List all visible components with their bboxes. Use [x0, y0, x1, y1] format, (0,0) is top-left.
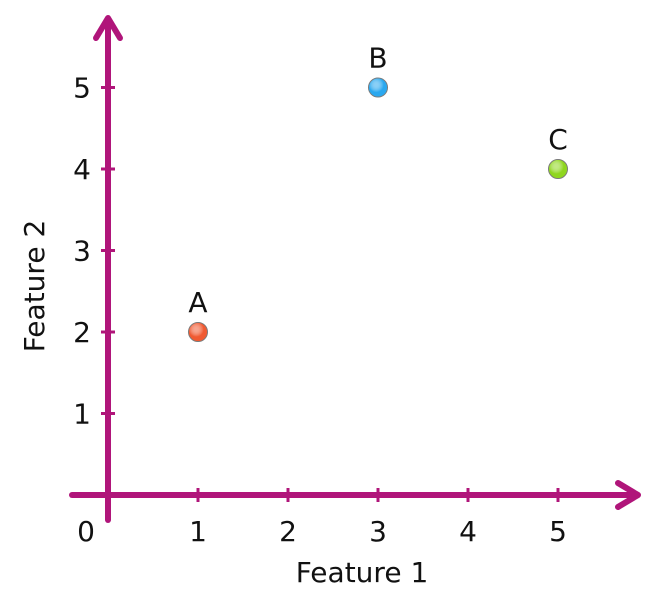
y-tick-label: 5: [73, 72, 91, 105]
x-tick-label: 2: [279, 515, 297, 548]
data-point-highlight: [549, 160, 567, 178]
y-axis-arrow-icon: [93, 15, 123, 41]
x-axis-arrow-icon: [615, 480, 641, 510]
y-tick-label: 2: [73, 316, 91, 349]
x-tick-label: 3: [369, 515, 387, 548]
y-tick-label: 1: [73, 398, 91, 431]
x-tick-label: 1: [189, 515, 207, 548]
x-axis-title: Feature 1: [296, 556, 429, 589]
y-tick-label: 4: [73, 153, 91, 186]
y-axis-title: Feature 2: [18, 220, 51, 353]
x-tick-label: 5: [549, 515, 567, 548]
x-tick-label: 4: [459, 515, 477, 548]
y-tick-label: 3: [73, 235, 91, 268]
data-point-highlight: [189, 323, 207, 341]
point-label-a: A: [188, 286, 207, 319]
point-label-c: C: [548, 123, 568, 156]
point-label-b: B: [368, 42, 387, 75]
origin-label: 0: [77, 515, 95, 548]
data-point-highlight: [369, 78, 387, 97]
